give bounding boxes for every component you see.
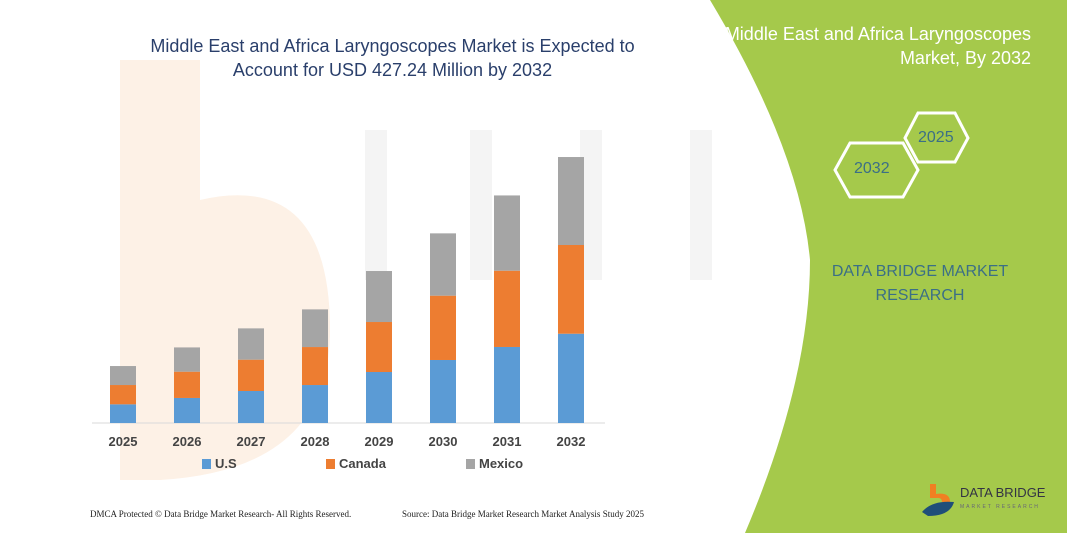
bar-us-2029 [366,372,392,423]
bar-us-2026 [174,397,200,423]
bar-mexico-2030 [430,233,456,296]
bar-canada-2031 [494,270,520,347]
legend-swatch [326,458,335,469]
bar-canada-2028 [302,347,328,386]
legend-canada: Canada [326,456,386,471]
logo-subtext: MARKET RESEARCH [960,504,1040,510]
x-tick-label: 2029 [365,434,394,449]
legend-label: U.S [215,456,237,471]
bar-us-2028 [302,385,328,423]
hexagon-2025 [903,111,970,164]
legend-swatch [202,458,211,469]
stacked-bar-chart: 2025 2026 2027 2028 2029 2030 2031 2032 [92,157,605,449]
footer-source: Source: Data Bridge Market Research Mark… [402,509,644,519]
bar-canada-2030 [430,295,456,360]
bar-canada-2032 [558,244,584,334]
bar-us-2030 [430,359,456,423]
legend-us: U.S [202,456,237,471]
legend-label: Canada [339,456,386,471]
footer-copyright: DMCA Protected © Data Bridge Market Rese… [90,509,352,519]
green-panel [710,0,1067,533]
x-tick-label: 2028 [301,434,330,449]
x-tick-label: 2025 [109,434,138,449]
bar-canada-2025 [110,385,136,405]
bar-mexico-2027 [238,328,264,360]
bar-us-2027 [238,390,264,423]
bar-canada-2029 [366,322,392,373]
x-tick-label: 2030 [429,434,458,449]
logo-icon [922,484,954,516]
bar-canada-2026 [174,371,200,398]
logo-text: DATA BRIDGE [960,485,1046,500]
hex-label-end: 2032 [854,160,890,177]
legend-mexico: Mexico [466,456,523,471]
legend-label: Mexico [479,456,524,471]
x-tick-label: 2032 [557,434,586,449]
bar-us-2025 [110,404,136,423]
legend-swatch [466,458,475,469]
side-title: Middle East and Africa Laryngoscopes Mar… [724,24,1031,68]
watermark [365,130,712,280]
bar-canada-2027 [238,359,264,391]
x-tick-label: 2026 [173,434,202,449]
bar-mexico-2031 [494,195,520,271]
bar-mexico-2032 [558,157,584,245]
hex-label-start: 2025 [918,129,954,146]
bar-us-2032 [558,333,584,423]
bar-mexico-2026 [174,347,200,372]
watermark-logo [120,60,330,480]
brand-text: DATA BRIDGE MARKET RESEARCH [831,263,1009,304]
bar-mexico-2025 [110,366,136,386]
hexagon-2032 [833,141,920,199]
bar-mexico-2029 [366,271,392,323]
x-tick-label: 2031 [493,434,522,449]
bar-us-2031 [494,346,520,423]
x-tick-label: 2027 [237,434,266,449]
bar-mexico-2028 [302,309,328,348]
chart-title: Middle East and Africa Laryngoscopes Mar… [150,36,635,80]
